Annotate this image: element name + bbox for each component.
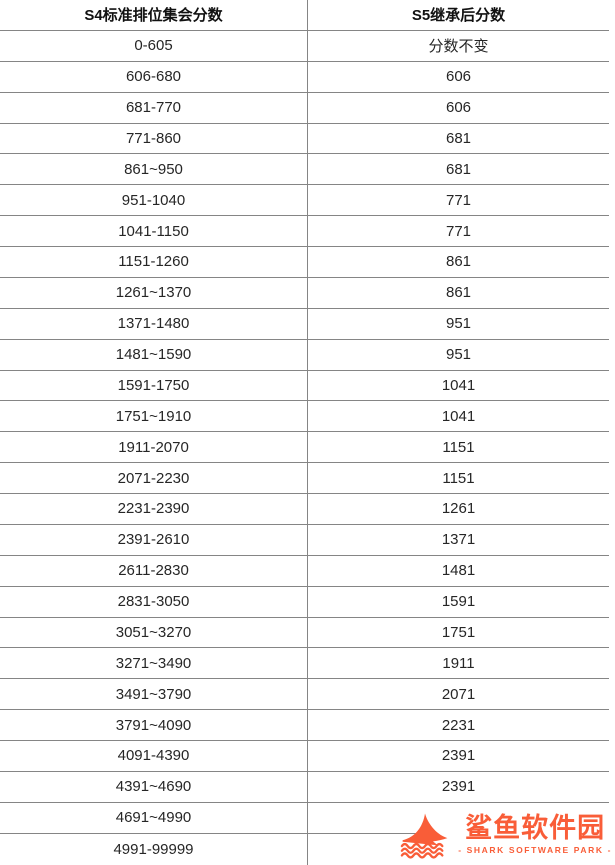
table-header-row: S4标准排位集会分数 S5继承后分数 <box>0 0 609 31</box>
s4-range-cell: 1151-1260 <box>0 247 308 277</box>
s4-range-cell: 0-605 <box>0 30 308 61</box>
s4-range-cell: 861~950 <box>0 154 308 185</box>
s4-range-cell: 681-770 <box>0 92 308 123</box>
table-row: 3791~4090 2231 <box>0 710 609 741</box>
s5-header-cell: S5继承后分数 <box>411 7 506 25</box>
table-row: 1041-1150 771 <box>0 216 609 247</box>
table-row: 951-1040 771 <box>0 185 609 217</box>
table-row: 1151-1260 861 <box>0 247 609 278</box>
s4-range-cell: 4691~4990 <box>0 802 308 833</box>
s4-range-cell: 3791~4090 <box>0 710 308 740</box>
table-row: 3491~3790 2071 <box>0 679 609 711</box>
watermark-brand-name: 鲨鱼软件园 <box>465 812 606 843</box>
table-row: 1751~1910 1041 <box>0 401 609 433</box>
s5-score-cell: 1751 <box>441 623 476 641</box>
s5-score-cell: 861 <box>445 253 472 271</box>
watermark-text-block: 鲨鱼软件园 - SHARK SOFTWARE PARK - <box>458 812 612 856</box>
table-row: 3051~3270 1751 <box>0 617 609 649</box>
s4-range-cell: 2831-3050 <box>0 586 308 617</box>
table-row: 861~950 681 <box>0 154 609 186</box>
s4-range-cell: 2231-2390 <box>0 494 308 524</box>
s5-score-cell: 861 <box>445 284 472 302</box>
s4-range-cell: 4091-4390 <box>0 741 308 771</box>
s5-score-cell: 951 <box>445 346 472 364</box>
s5-score-cell: 2391 <box>441 778 476 796</box>
s5-score-cell: 分数不变 <box>428 38 489 56</box>
table-row: 4391~4690 2391 <box>0 771 609 803</box>
s4-range-cell: 951-1040 <box>0 185 308 216</box>
s4-range-cell: 771-860 <box>0 123 308 154</box>
s4-range-cell: 1041-1150 <box>0 216 308 246</box>
s4-range-cell: 1751~1910 <box>0 401 308 432</box>
s5-score-cell: 771 <box>445 222 472 240</box>
table-row: 0-605 分数不变 <box>0 30 609 62</box>
s4-range-cell: 4991-99999 <box>0 833 308 865</box>
s5-score-cell: 681 <box>445 160 472 178</box>
table-row: 681-770 606 <box>0 92 609 124</box>
table-row: 2831-3050 1591 <box>0 586 609 618</box>
s5-score-cell: 2391 <box>441 747 476 765</box>
s4-range-cell: 1261~1370 <box>0 277 308 308</box>
s5-score-cell: 1911 <box>442 654 475 672</box>
shark-software-park-watermark: 鲨鱼软件园 - SHARK SOFTWARE PARK - <box>400 804 615 865</box>
s4-range-cell: 2391-2610 <box>0 524 308 555</box>
s4-range-cell: 4391~4690 <box>0 771 308 802</box>
s5-score-cell: 1041 <box>441 407 476 425</box>
s5-score-cell: 771 <box>445 191 472 209</box>
s5-score-cell: 1151 <box>442 438 475 456</box>
s4-range-cell: 3491~3790 <box>0 679 308 710</box>
table-row: 2611-2830 1481 <box>0 555 609 587</box>
table-row: 2391-2610 1371 <box>0 524 609 556</box>
s4-range-cell: 606-680 <box>0 61 308 92</box>
s5-score-cell: 681 <box>445 129 472 147</box>
s5-score-cell: 1261 <box>441 500 476 518</box>
table-row: 771-860 681 <box>0 123 609 155</box>
s5-score-cell: 606 <box>445 99 472 117</box>
s4-range-cell: 2611-2830 <box>0 555 308 586</box>
table-row: 1591-1750 1041 <box>0 370 609 402</box>
s4-range-cell: 1591-1750 <box>0 370 308 401</box>
table-row: 4091-4390 2391 <box>0 741 609 772</box>
s5-score-cell: 1591 <box>441 593 476 611</box>
s5-score-cell: 1151 <box>442 469 475 487</box>
s5-score-cell: 2071 <box>441 685 476 703</box>
s5-score-cell: 1371 <box>441 531 476 549</box>
s4-range-cell: 1481~1590 <box>0 339 308 370</box>
s4-header-cell: S4标准排位集会分数 <box>0 0 308 30</box>
shark-fin-waves-icon <box>400 813 448 859</box>
s4-range-cell: 1911-2070 <box>0 432 308 463</box>
table-row: 606-680 606 <box>0 61 609 93</box>
table-row: 2071-2230 1151 <box>0 463 609 494</box>
table-row: 4691~4990 <box>0 802 609 834</box>
s4-range-cell: 1371-1480 <box>0 308 308 339</box>
s4-range-cell: 2071-2230 <box>0 463 308 493</box>
table-row: 1261~1370 861 <box>0 277 609 309</box>
s5-score-cell: 1041 <box>441 376 476 394</box>
s5-score-cell: 2231 <box>441 716 476 734</box>
s5-score-cell: 951 <box>445 315 472 333</box>
table-row: 4991-99999 <box>0 833 609 865</box>
table-row: 3271~3490 1911 <box>0 648 609 680</box>
table-row: 1911-2070 1151 <box>0 432 609 464</box>
watermark-brand-subtitle: - SHARK SOFTWARE PARK - <box>458 845 612 856</box>
table-row: 1481~1590 951 <box>0 339 609 371</box>
s4-range-cell: 3051~3270 <box>0 617 308 648</box>
table-row: 1371-1480 951 <box>0 308 609 340</box>
s4-range-cell: 3271~3490 <box>0 648 308 679</box>
s5-score-cell: 1481 <box>441 562 476 580</box>
s5-score-cell: 606 <box>445 68 472 86</box>
table-row: 2231-2390 1261 <box>0 494 609 525</box>
